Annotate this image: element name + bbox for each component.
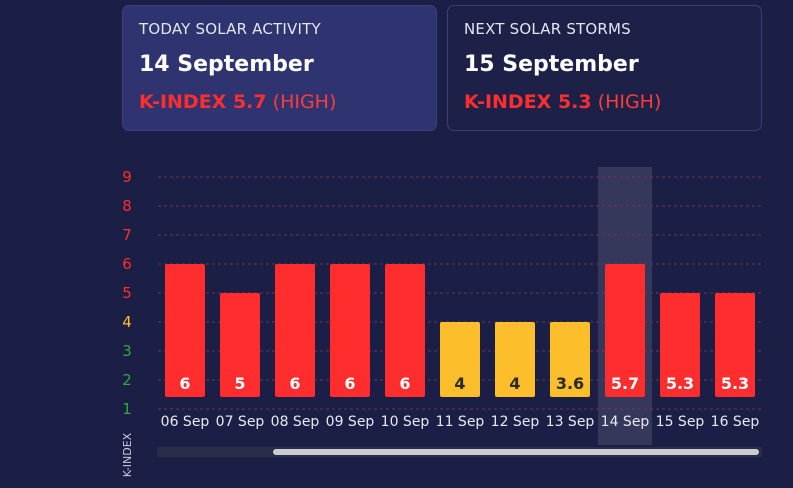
x-tick-label: 16 Sep <box>711 414 760 430</box>
bar-06-sep[interactable]: 6 <box>165 264 205 397</box>
bar[interactable] <box>385 264 425 397</box>
bar[interactable] <box>605 264 645 397</box>
today-solar-activity-card: TODAY SOLAR ACTIVITY 14 September K-INDE… <box>122 5 437 131</box>
x-tick-label: 13 Sep <box>546 414 595 430</box>
x-tick-label: 15 Sep <box>656 414 705 430</box>
y-tick-label: 3 <box>122 342 132 360</box>
bar[interactable] <box>660 293 700 397</box>
bar[interactable] <box>715 293 755 397</box>
x-tick-label: 12 Sep <box>491 414 540 430</box>
y-tick-label: 4 <box>122 313 132 331</box>
next-card-label: NEXT SOLAR STORMS <box>464 20 631 38</box>
bar-09-sep[interactable]: 6 <box>330 264 370 397</box>
bar-15-sep[interactable]: 5.3 <box>660 293 700 397</box>
bar-value-label: 5.7 <box>611 374 639 393</box>
bar-16-sep[interactable]: 5.3 <box>715 293 755 397</box>
bar-10-sep[interactable]: 6 <box>385 264 425 397</box>
bar[interactable] <box>165 264 205 397</box>
next-kindex-value: K-INDEX 5.3 <box>464 91 592 113</box>
y-tick-label: 6 <box>122 255 132 273</box>
y-tick-label: 7 <box>122 226 132 244</box>
y-tick-label: 2 <box>122 371 132 389</box>
bar[interactable] <box>440 322 480 397</box>
x-tick-label: 10 Sep <box>381 414 430 430</box>
bar-07-sep[interactable]: 5 <box>220 293 260 397</box>
bar-value-label: 3.6 <box>556 374 584 393</box>
bar-13-sep[interactable]: 3.6 <box>550 322 590 397</box>
x-tick-label: 06 Sep <box>161 414 210 430</box>
y-tick-label: 8 <box>122 197 132 215</box>
bar-value-label: 6 <box>399 374 410 393</box>
bar-12-sep[interactable]: 4 <box>495 322 535 397</box>
next-card-date: 15 September <box>464 52 639 77</box>
bar-value-label: 4 <box>454 374 465 393</box>
bar[interactable] <box>550 322 590 397</box>
x-tick-label: 11 Sep <box>436 414 485 430</box>
today-kindex-level: (HIGH) <box>272 91 337 113</box>
bar-14-sep[interactable]: 5.7 <box>605 264 645 397</box>
today-card-date: 14 September <box>139 52 314 77</box>
bar[interactable] <box>275 264 315 397</box>
bar-value-label: 5.3 <box>721 374 749 393</box>
chart-scrollbar-thumb[interactable] <box>273 449 759 455</box>
x-tick-label: 07 Sep <box>216 414 265 430</box>
next-solar-storms-card: NEXT SOLAR STORMS 15 September K-INDEX 5… <box>447 5 762 131</box>
bar[interactable] <box>220 293 260 397</box>
chart-scrollbar[interactable] <box>157 447 762 457</box>
today-kindex-value: K-INDEX 5.7 <box>139 91 267 113</box>
bar[interactable] <box>495 322 535 397</box>
next-kindex-level: (HIGH) <box>597 91 662 113</box>
today-kindex-line: K-INDEX 5.7 (HIGH) <box>139 91 420 113</box>
y-tick-label: 5 <box>122 284 132 302</box>
bar-08-sep[interactable]: 6 <box>275 264 315 397</box>
bar-value-label: 5 <box>234 374 245 393</box>
bar[interactable] <box>330 264 370 397</box>
x-tick-label: 14 Sep <box>601 414 650 430</box>
next-kindex-line: K-INDEX 5.3 (HIGH) <box>464 91 745 113</box>
bar-11-sep[interactable]: 4 <box>440 322 480 397</box>
today-card-label: TODAY SOLAR ACTIVITY <box>139 20 321 38</box>
bar-value-label: 5.3 <box>666 374 694 393</box>
bar-value-label: 6 <box>344 374 355 393</box>
bar-value-label: 4 <box>509 374 520 393</box>
y-axis-title: K-INDEX <box>121 432 134 477</box>
bar-value-label: 6 <box>179 374 190 393</box>
x-tick-label: 08 Sep <box>271 414 320 430</box>
x-tick-label: 09 Sep <box>326 414 375 430</box>
y-tick-label: 1 <box>122 400 132 418</box>
bar-value-label: 6 <box>289 374 300 393</box>
y-tick-label: 9 <box>122 168 132 186</box>
